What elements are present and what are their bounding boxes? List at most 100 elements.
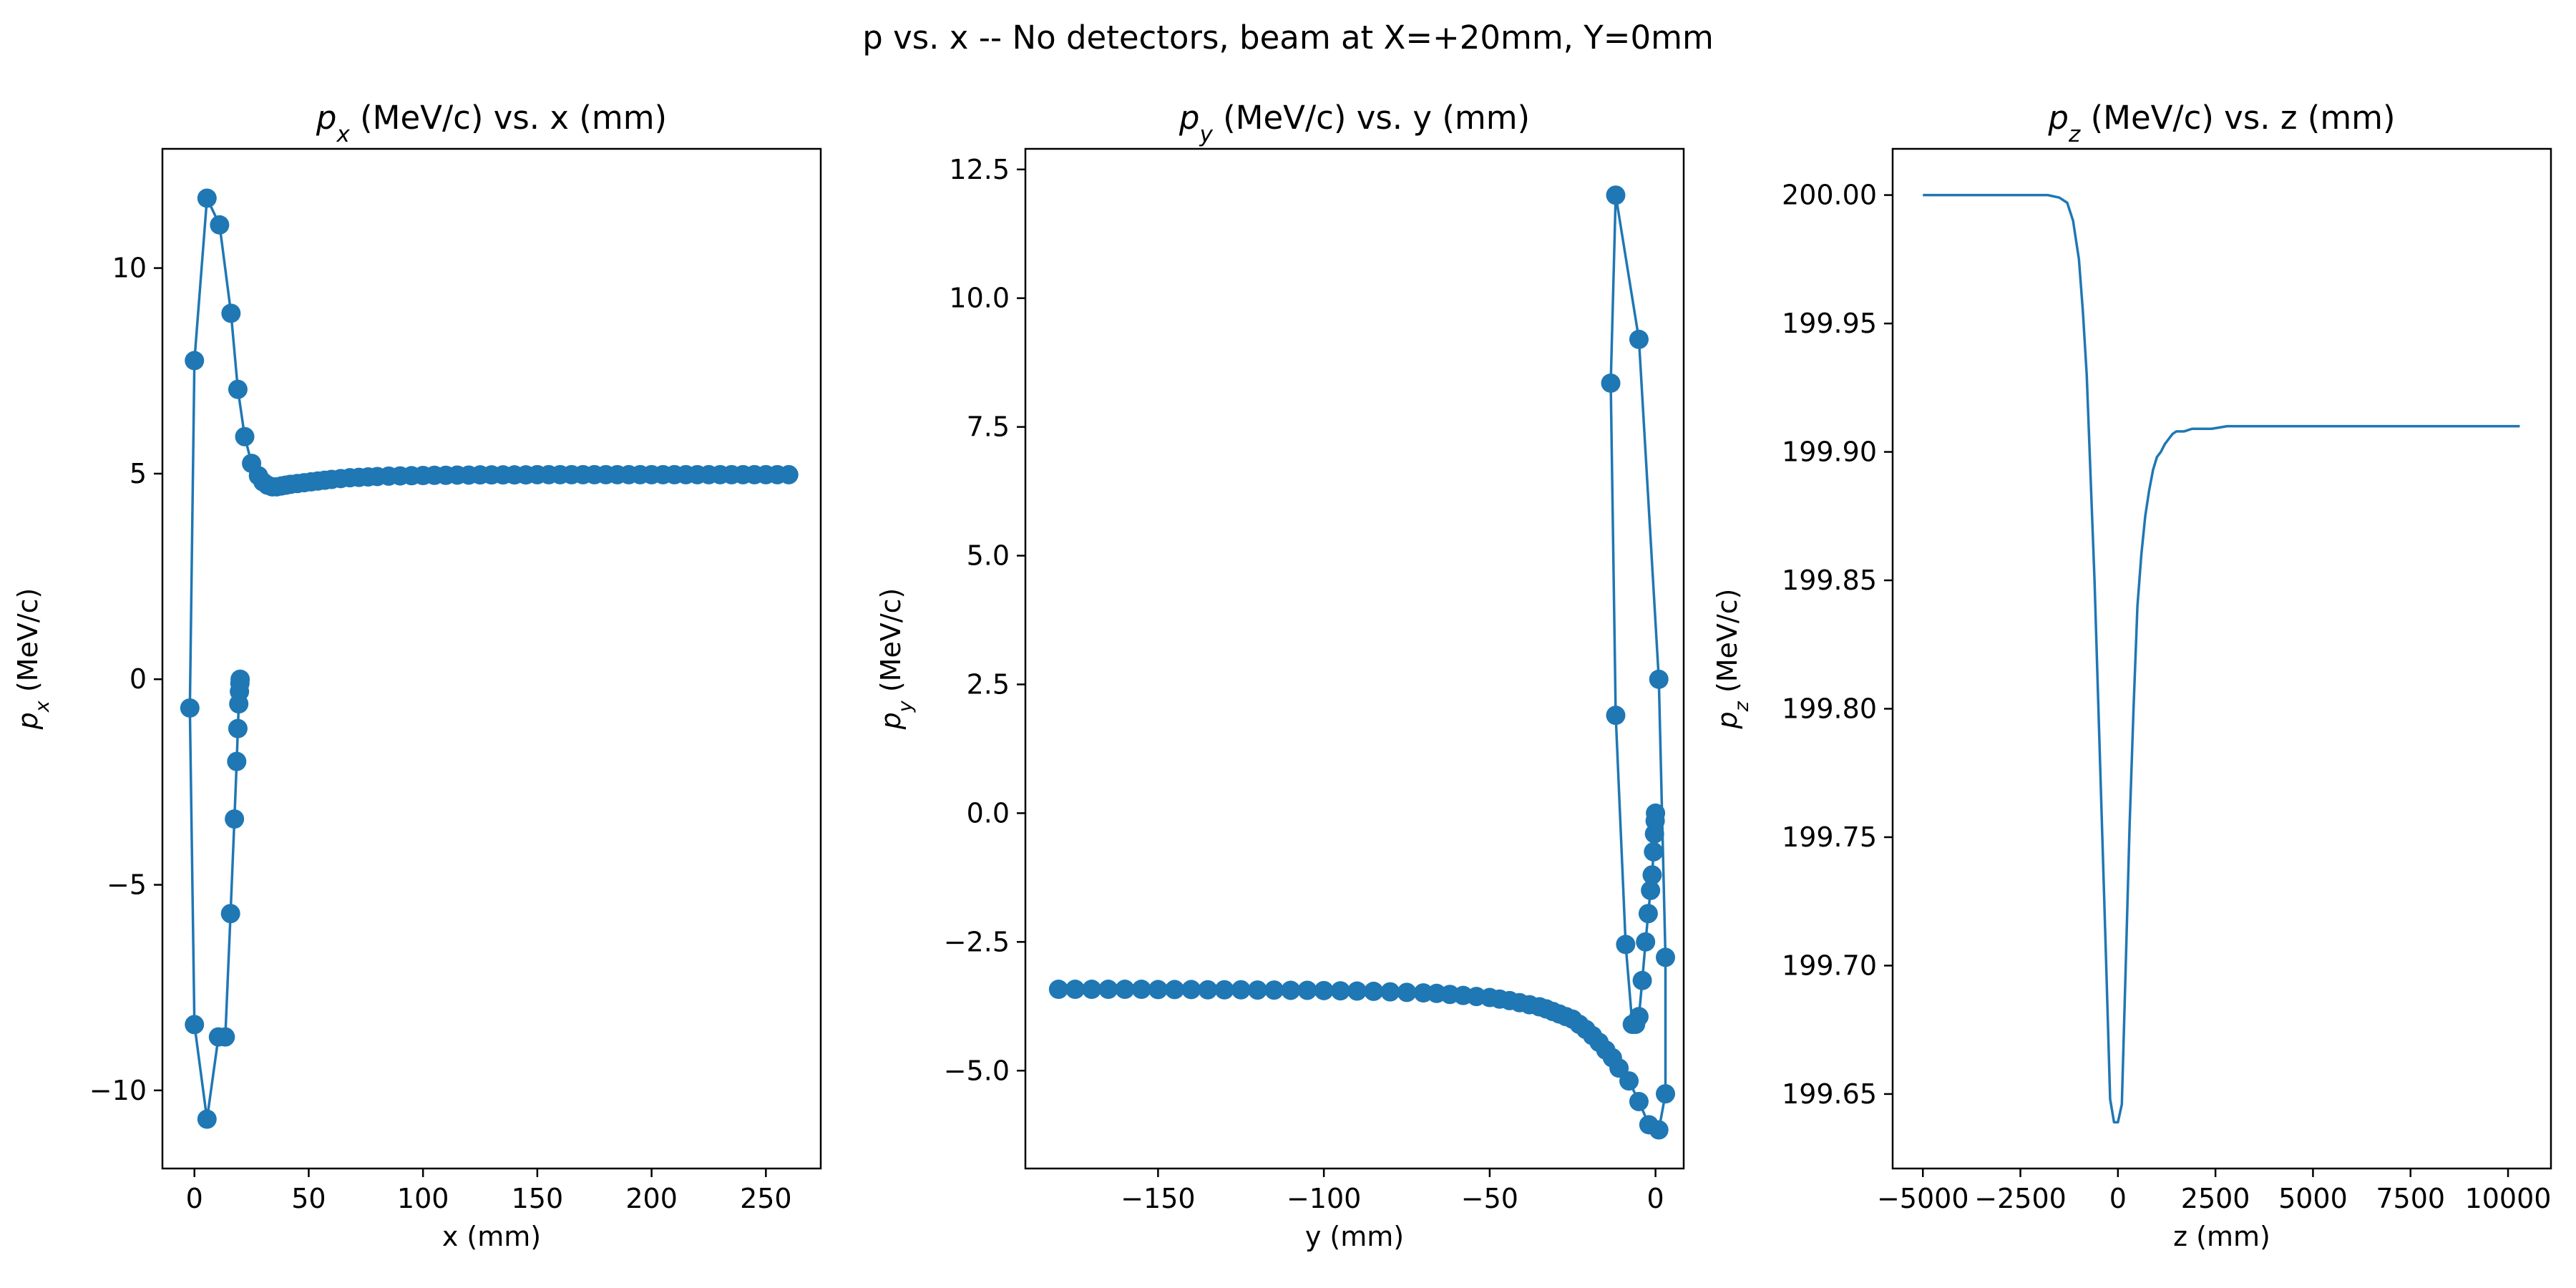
py-title-rest: (MeV/c) vs. y (mm) [1213,99,1530,137]
px-ylabel-rest: (MeV/c) [12,588,44,701]
px-data-point [197,188,217,208]
py-data-point [1606,185,1626,205]
py-data-point [1065,980,1085,1000]
py-ytick-label: 5.0 [967,540,1010,572]
py-data-point [1281,980,1301,1000]
px-title: px (MeV/c) vs. x (mm) [316,99,667,147]
px-xtick-label: 250 [740,1183,792,1214]
pz-xlabel: z (mm) [2173,1221,2270,1252]
px-ytick-label: 0 [130,663,147,695]
py-xtick-label: −50 [1461,1183,1518,1214]
py-data-point [1639,1115,1659,1135]
subplot-py-vs-y: py (MeV/c) vs. y (mm)−150 −100 −50 0−5.0−2.… [875,99,1685,1252]
py-data-point [1198,980,1218,1000]
px-ytick-label: −10 [89,1075,147,1106]
py-xtick-label: −150 [1121,1183,1195,1214]
py-xtick-label: −100 [1287,1183,1361,1214]
pz-ylabel: pz (MeV/c) [1712,589,1753,730]
py-title-subscript: y [1199,122,1213,147]
pz-title-rest: (MeV/c) vs. z (mm) [2080,99,2395,137]
pz-ytick-label: 199.70 [1782,950,1877,981]
py-data-point [1148,980,1168,1000]
py-data-point [1601,373,1621,393]
py-ylabel-symbol: p [875,712,907,730]
px-ytick-label: 5 [130,458,147,489]
py-data-point [1632,970,1652,990]
py-data-point [1214,980,1234,1000]
py-xlabel: y (mm) [1305,1221,1404,1252]
px-data-point [228,718,248,738]
py-ytick-label: 0.0 [967,797,1010,829]
px-data-point [185,1015,205,1035]
px-data-point [210,215,230,235]
py-title: py (MeV/c) vs. y (mm) [1179,99,1530,147]
px-title-subscript: x [336,122,350,147]
pz-ylabel-rest: (MeV/c) [1712,589,1743,702]
py-data-point [1397,982,1417,1002]
pz-xtick-label: 7500 [2376,1183,2445,1214]
px-ytick-label: −5 [107,869,147,901]
pz-ytick-label: 199.80 [1782,693,1877,724]
py-data-point [1644,841,1664,862]
px-ylabel-symbol: p [12,712,44,730]
py-data-point [1364,981,1384,1001]
subplot-px-vs-x: px (MeV/c) vs. x (mm)0 50 100 150 200 250−10−… [12,99,822,1252]
py-data-point [1636,932,1656,952]
figure-suptitle: p vs. x -- No detectors, beam at X=+20mm… [862,19,1714,57]
px-xlabel: x (mm) [442,1221,541,1252]
pz-ytick-label: 199.75 [1782,821,1877,853]
pz-ytick-label: 200.00 [1782,180,1877,211]
py-data-point [1629,1091,1649,1111]
py-ytick-label: 10.0 [949,283,1010,314]
pz-ylabel-symbol: p [1712,711,1743,729]
subplot-pz-vs-z: pz (MeV/c) vs. z (mm)−5000 −2500 0 2500 5000… [1712,99,2552,1252]
px-series [180,188,799,1129]
pz-xtick-label: −2500 [1974,1183,2067,1214]
pz-xtick-label: 5000 [2278,1183,2348,1214]
py-xtick-label: 0 [1647,1183,1664,1214]
px-data-point [185,351,205,371]
py-data-point [1606,706,1626,726]
py-data-point [1622,1014,1642,1034]
px-xtick-label: 200 [625,1183,678,1214]
pz-title-subscript: z [2068,122,2081,147]
pz-ytick-label: 199.95 [1782,308,1877,339]
py-data-point [1413,983,1433,1003]
py-data-point [1115,980,1135,1000]
px-title-symbol: p [316,99,337,137]
px-data-point [208,1027,228,1047]
px-data-point [235,426,255,447]
px-ylabel: px (MeV/c) [12,588,54,731]
px-data-point [227,751,247,771]
py-ytick-label: 12.5 [949,154,1010,185]
py-ytick-label: −5.0 [944,1055,1010,1086]
py-data-point [1644,824,1664,844]
py-data-point [1641,880,1661,900]
pz-axes-frame [1891,147,2552,1170]
pz-ylabel-subscript: z [1731,701,1753,712]
py-data-point [1098,980,1118,1000]
py-data-point [1629,329,1649,349]
py-axes-frame [1024,147,1685,1170]
px-xtick-label: 50 [291,1183,326,1214]
px-data-point [197,1109,217,1129]
py-data-point [1656,947,1676,967]
py-title-symbol: p [1179,99,1200,137]
px-xtick-label: 100 [397,1183,449,1214]
pz-xtick-label: 10000 [2465,1183,2552,1214]
py-data-point [1649,669,1669,689]
py-data-point [1330,981,1350,1001]
pz-title: pz (MeV/c) vs. z (mm) [2047,99,2395,147]
py-data-point [1231,980,1251,1000]
py-data-point [1165,980,1185,1000]
px-xtick-label: 0 [186,1183,203,1214]
py-ytick-label: 2.5 [967,668,1010,700]
pz-xtick-label: 2500 [2181,1183,2250,1214]
pz-series [1923,193,2520,1124]
py-data-point [1314,980,1334,1000]
pz-ytick-label: 199.65 [1782,1078,1877,1110]
pz-xtick-label: −5000 [1877,1183,1969,1214]
px-ytick-label: 10 [112,253,147,284]
